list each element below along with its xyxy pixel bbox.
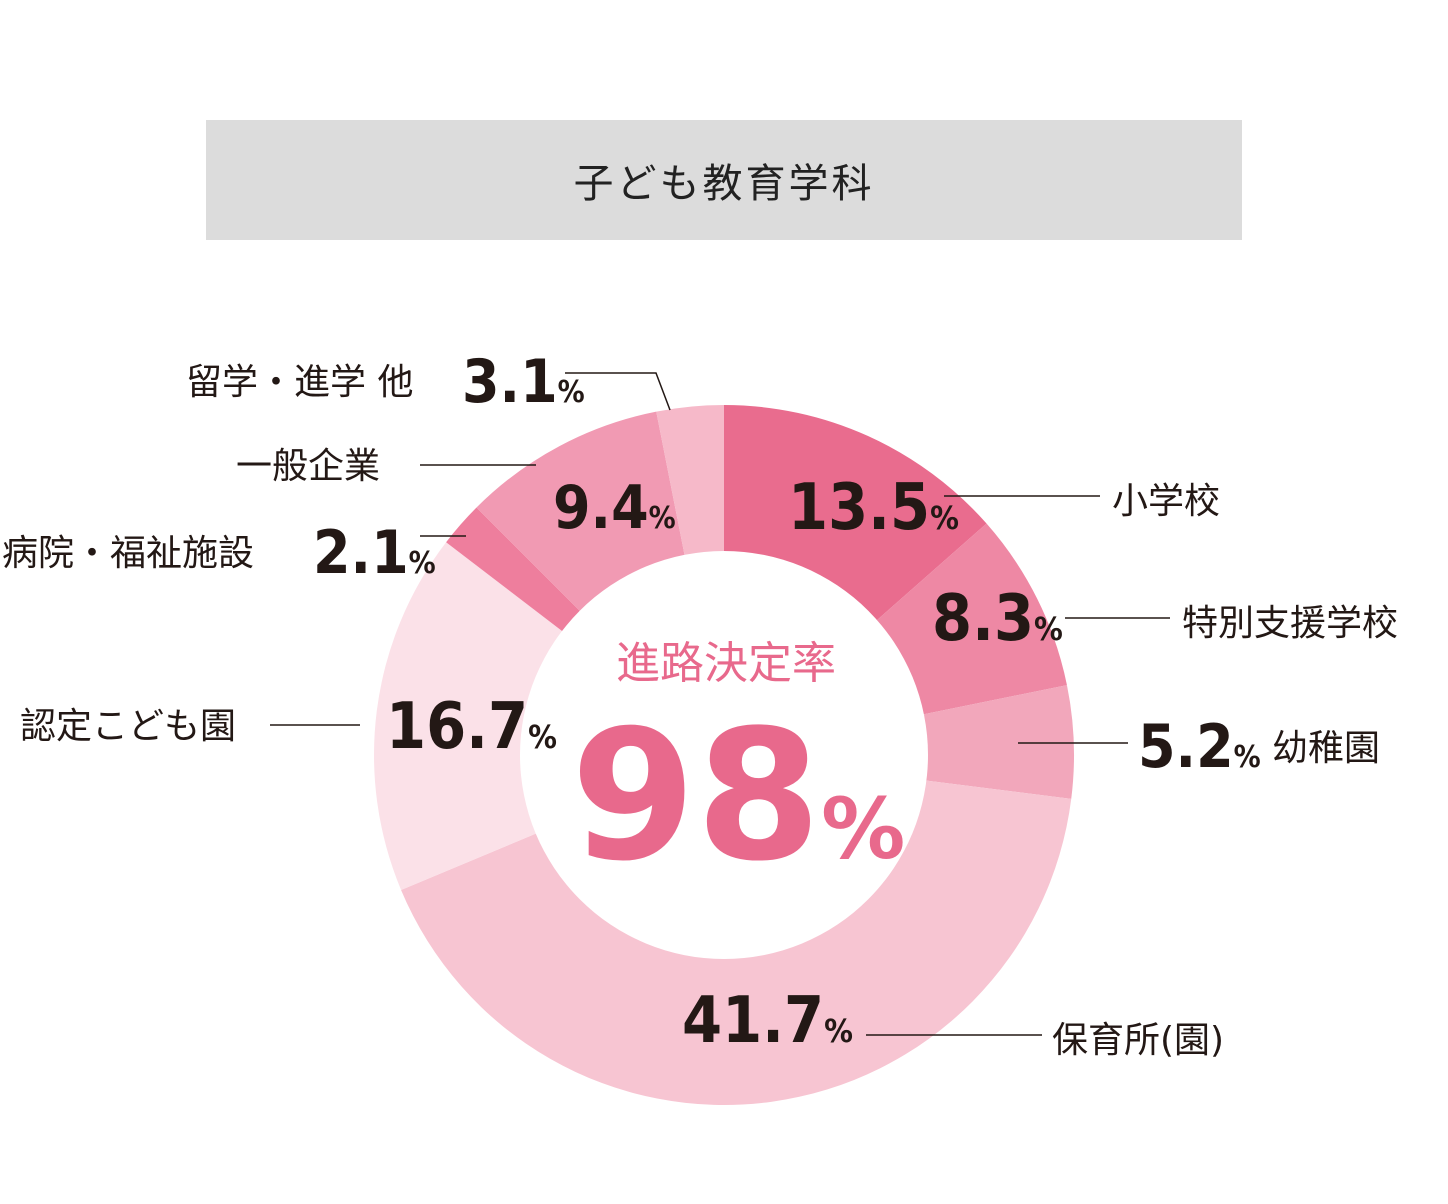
- center-label: 進路決定率: [616, 638, 836, 689]
- category-label-company: 一般企業: [236, 446, 380, 487]
- category-label-nursery: 保育所(園): [1052, 1020, 1224, 1061]
- category-label-special-support: 特別支援学校: [1182, 603, 1398, 644]
- leader-line-study-abroad: [565, 372, 671, 411]
- value-label-company: 9.4%: [553, 473, 676, 543]
- chart-title-bar: 子ども教育学科: [206, 120, 1242, 240]
- center-value: 98%: [571, 692, 906, 901]
- category-label-kindergarten: 幼稚園: [1272, 728, 1380, 769]
- category-label-hospital: 病院・福祉施設: [2, 533, 254, 574]
- donut-hole: [520, 551, 928, 959]
- value-label-elementary: 13.5%: [788, 471, 959, 545]
- value-label-kindergarten: 5.2%: [1138, 712, 1261, 782]
- category-label-elementary: 小学校: [1112, 481, 1220, 522]
- value-label-nursery: 41.7%: [682, 984, 853, 1058]
- value-label-study-abroad: 3.1%: [462, 347, 585, 417]
- category-label-nintei: 認定こども園: [20, 706, 236, 747]
- chart-title: 子ども教育学科: [573, 161, 875, 207]
- category-label-study-abroad: 留学・進学 他: [186, 362, 413, 403]
- value-label-hospital: 2.1%: [313, 518, 436, 588]
- leader-lines: [270, 372, 1170, 1036]
- value-label-nintei: 16.7%: [386, 690, 557, 764]
- value-label-special-support: 8.3%: [932, 582, 1063, 656]
